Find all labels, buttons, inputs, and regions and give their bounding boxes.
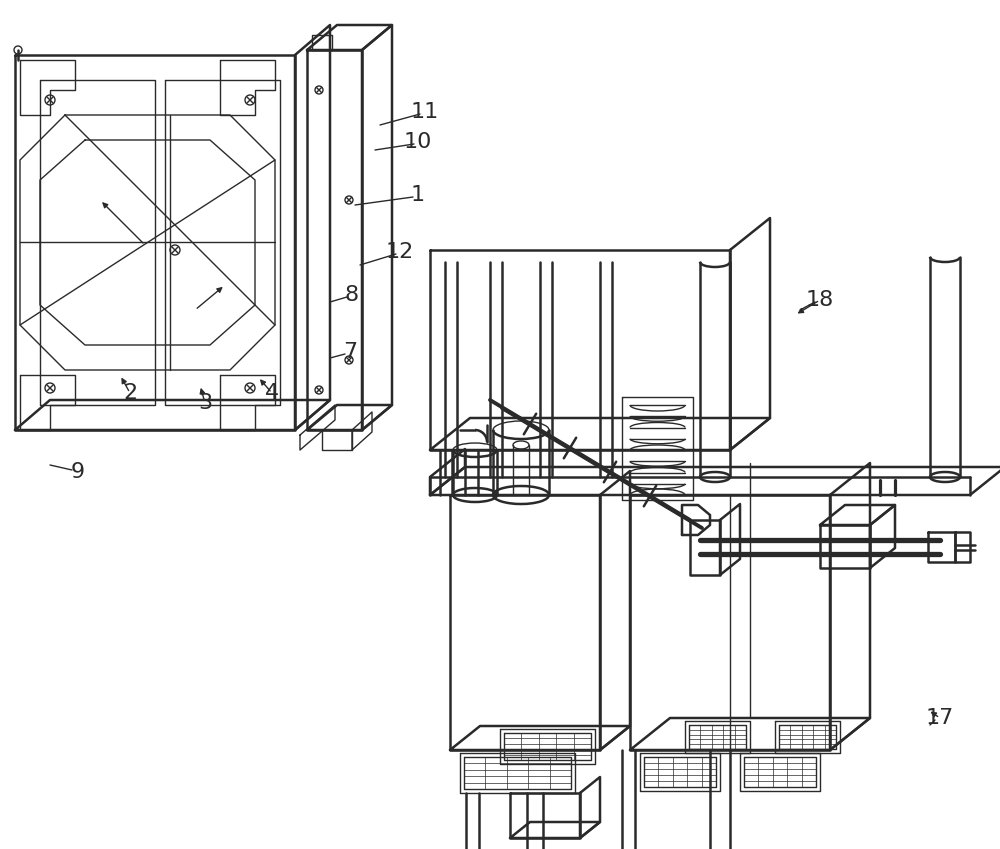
Text: 10: 10: [404, 132, 432, 152]
Text: 2: 2: [123, 383, 137, 403]
Text: 9: 9: [71, 462, 85, 482]
Text: 12: 12: [386, 242, 414, 262]
Text: 18: 18: [806, 290, 834, 310]
Text: 7: 7: [343, 342, 357, 362]
Text: 11: 11: [411, 102, 439, 122]
Text: 17: 17: [926, 708, 954, 728]
Text: 4: 4: [265, 383, 279, 403]
Text: 1: 1: [411, 185, 425, 205]
Text: 8: 8: [345, 285, 359, 305]
Text: 3: 3: [198, 393, 212, 413]
